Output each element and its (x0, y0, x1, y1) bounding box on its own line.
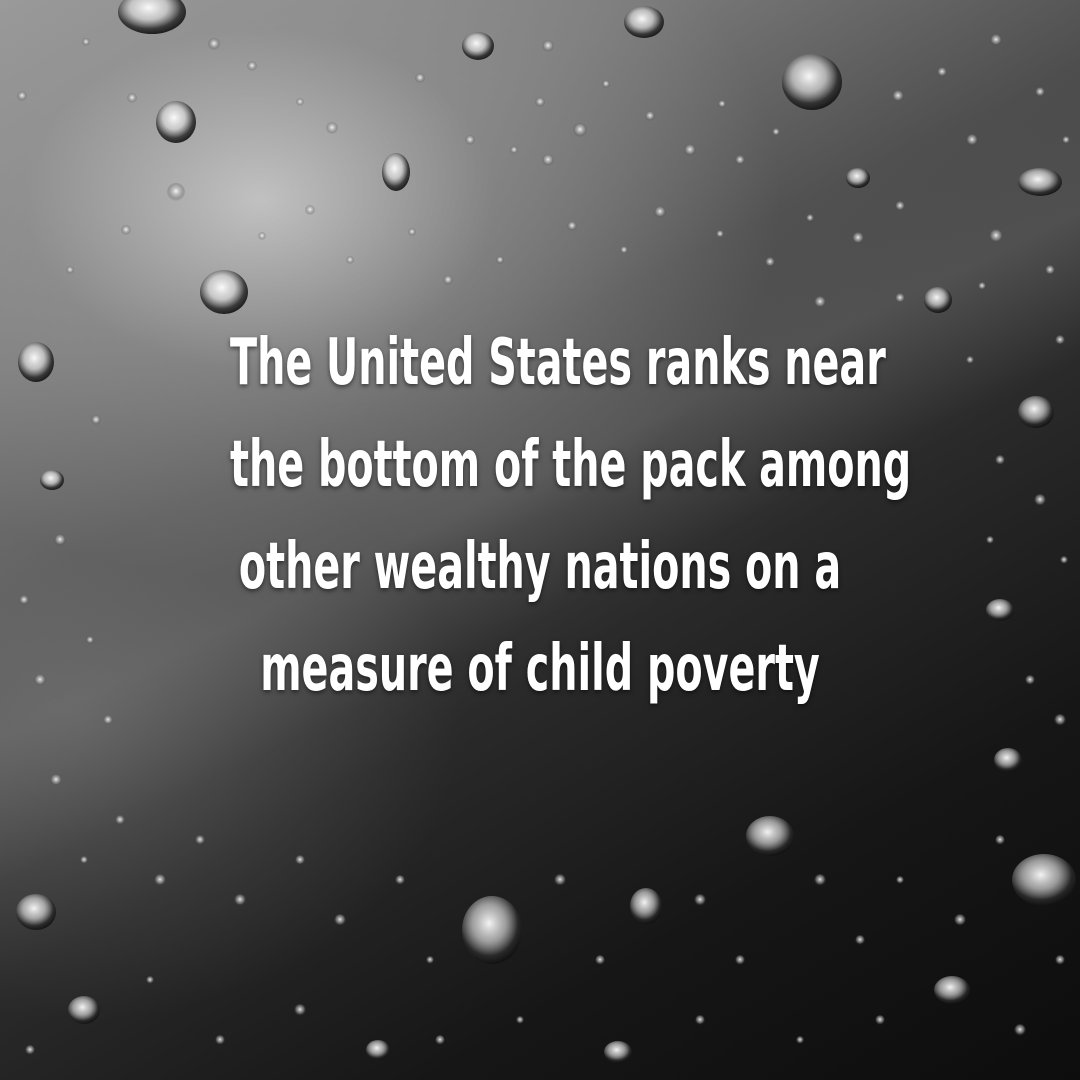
large-drops (16, 0, 1076, 1063)
quote-text: The United States ranks near the bottom … (230, 312, 912, 720)
quote-line-1: The United States ranks near (230, 326, 886, 400)
quote-line-3: other wealthy nations on a (238, 530, 842, 604)
quote-line-2: the bottom of the pack among (230, 428, 912, 502)
small-drops (17, 34, 1070, 1055)
quote-line-4: measure of child poverty (260, 632, 820, 706)
